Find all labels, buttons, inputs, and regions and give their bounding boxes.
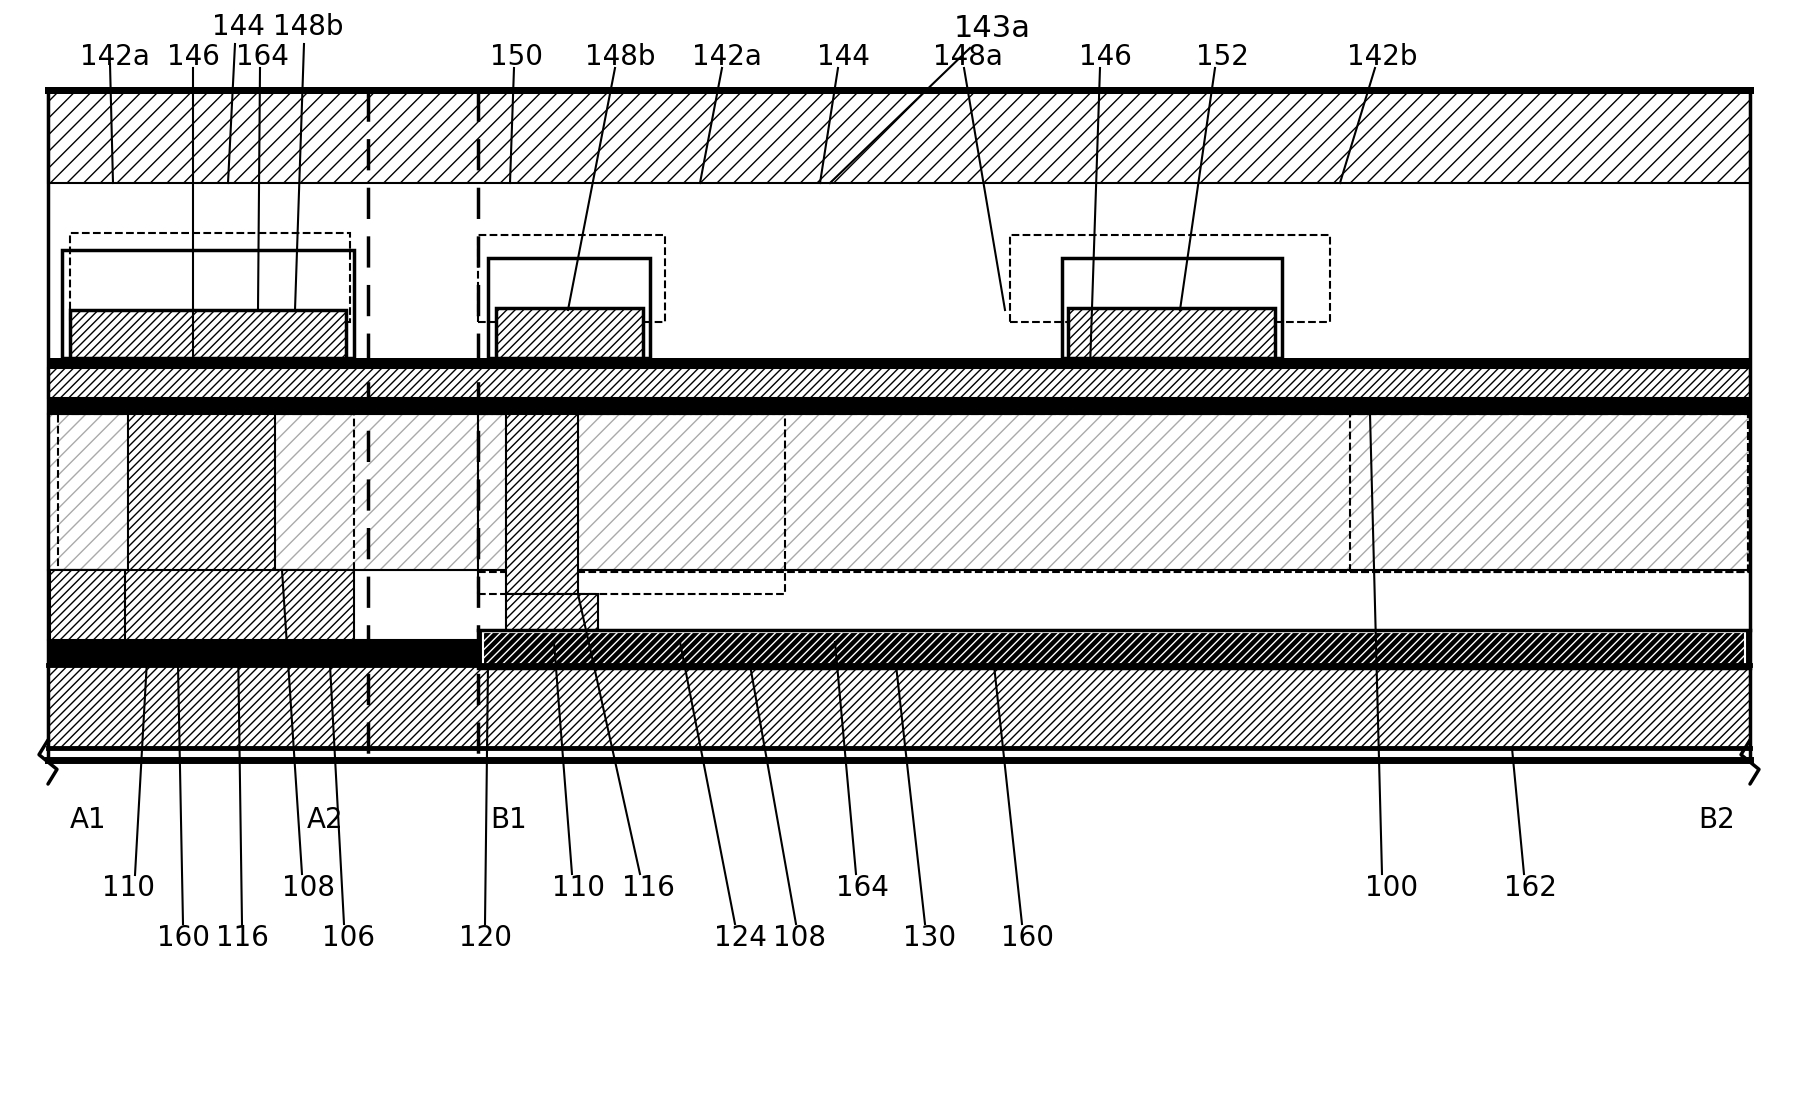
Bar	[1350, 414, 1748, 572]
Bar	[61, 250, 354, 358]
Text: 144: 144	[816, 43, 870, 71]
Bar	[49, 398, 1749, 414]
Text: 100: 100	[1365, 874, 1419, 902]
Text: 108: 108	[282, 874, 334, 902]
Text: 110: 110	[552, 874, 604, 902]
Bar	[505, 594, 599, 642]
Text: 146: 146	[1079, 43, 1131, 71]
Text: B2: B2	[1699, 806, 1735, 834]
Bar	[49, 90, 1749, 760]
Bar	[505, 414, 577, 594]
Text: 106: 106	[322, 924, 374, 952]
Text: 148a: 148a	[933, 43, 1003, 71]
Bar	[49, 90, 1749, 183]
Text: 124: 124	[714, 924, 766, 952]
Text: 164: 164	[236, 43, 288, 71]
Bar	[487, 258, 651, 358]
Text: 110: 110	[101, 874, 155, 902]
Bar	[478, 631, 1749, 668]
Bar	[70, 233, 351, 323]
Text: B1: B1	[491, 806, 527, 834]
Bar	[49, 414, 1749, 570]
Text: 108: 108	[773, 924, 827, 952]
Bar	[70, 310, 345, 358]
Text: 142a: 142a	[79, 43, 149, 71]
Text: A1: A1	[70, 806, 106, 834]
Text: 150: 150	[489, 43, 543, 71]
Bar	[58, 414, 354, 572]
Text: 143a: 143a	[953, 13, 1030, 43]
Text: 142b: 142b	[1347, 43, 1417, 71]
Text: 152: 152	[1196, 43, 1248, 71]
Text: 130: 130	[903, 924, 957, 952]
Text: 162: 162	[1503, 874, 1557, 902]
Text: 120: 120	[458, 924, 511, 952]
Text: 164: 164	[836, 874, 888, 902]
Text: 148b: 148b	[584, 43, 654, 71]
Text: 116: 116	[622, 874, 674, 902]
Text: 148b: 148b	[273, 13, 343, 41]
Text: 116: 116	[216, 924, 268, 952]
Bar	[49, 640, 478, 665]
Bar	[49, 414, 1749, 570]
Bar	[484, 632, 1746, 666]
Bar	[49, 368, 1749, 398]
Bar	[478, 414, 1748, 572]
Text: 160: 160	[156, 924, 210, 952]
Bar	[478, 414, 786, 594]
Bar	[50, 570, 126, 642]
Text: 142a: 142a	[692, 43, 762, 71]
Bar	[1068, 308, 1275, 358]
Text: A2: A2	[306, 806, 343, 834]
Bar	[49, 665, 1749, 748]
Bar	[1063, 258, 1282, 358]
Bar	[58, 570, 354, 642]
Bar	[49, 358, 1749, 368]
Bar	[478, 235, 665, 323]
Bar	[128, 414, 275, 572]
Text: 160: 160	[1001, 924, 1054, 952]
Bar	[1010, 235, 1331, 323]
Text: 144: 144	[212, 13, 264, 41]
Bar	[496, 308, 644, 358]
Text: 146: 146	[167, 43, 219, 71]
